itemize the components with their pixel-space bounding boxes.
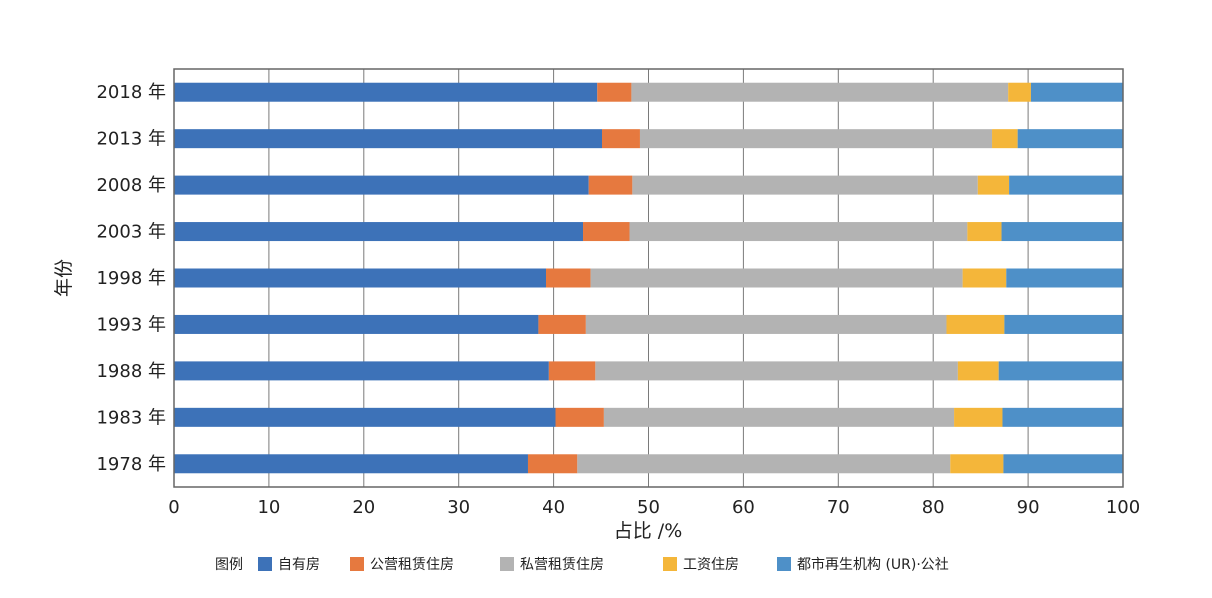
bars [174, 82, 1123, 474]
bar-segment [527, 454, 578, 474]
legend-label: 自有房 [278, 557, 320, 573]
bar-segment [538, 314, 586, 334]
bar-segment [595, 361, 958, 381]
legend-label: 工资住房 [683, 557, 739, 573]
bar-segment [601, 129, 640, 149]
y-tick-label: 2003 年 [96, 222, 166, 243]
y-tick-label: 1993 年 [96, 314, 166, 335]
x-tick-label: 30 [447, 497, 470, 518]
x-tick-label: 90 [1017, 497, 1040, 518]
bar-segment [1009, 175, 1123, 195]
bar-segment [583, 222, 630, 242]
bar-segment [548, 361, 596, 381]
bar-segment [597, 82, 632, 102]
bar-segment [588, 175, 633, 195]
x-axis-title: 占比 /% [614, 520, 683, 542]
legend-swatch [350, 557, 364, 571]
bar-segment [632, 175, 978, 195]
bar-segment [1008, 82, 1031, 102]
bar-segment [590, 268, 963, 288]
bar-segment [174, 454, 528, 474]
x-tick-label: 100 [1106, 497, 1140, 518]
x-tick-label: 60 [732, 497, 755, 518]
y-tick-label: 1988 年 [96, 361, 166, 382]
bar-segment [967, 222, 1002, 242]
bar-segment [1006, 268, 1123, 288]
bar-segment [1002, 407, 1123, 427]
bar-segment [977, 175, 1010, 195]
legend-label: 都市再生机构 (UR)·公社 [797, 556, 949, 573]
y-tick-label: 2018 年 [96, 82, 166, 103]
bar-segment [174, 361, 549, 381]
x-tick-label: 70 [827, 497, 850, 518]
bar-segment [1030, 82, 1123, 102]
bar-segment [954, 407, 1003, 427]
bar-segment [946, 314, 1005, 334]
bar-segment [174, 268, 547, 288]
legend-swatch [258, 557, 272, 571]
x-tick-label: 0 [168, 497, 179, 518]
bar-segment [1001, 222, 1123, 242]
bar-segment [585, 314, 947, 334]
bar-segment [555, 407, 604, 427]
bar-segment [577, 454, 951, 474]
y-tick-label: 2013 年 [96, 129, 166, 150]
legend-label: 私营租赁住房 [520, 557, 604, 573]
bar-segment [174, 222, 584, 242]
bar-segment [1004, 314, 1123, 334]
bar-segment [639, 129, 993, 149]
bar-segment [603, 407, 955, 427]
y-axis-title: 年份 [53, 259, 75, 297]
bar-segment [962, 268, 1007, 288]
bar-segment [1017, 129, 1123, 149]
y-tick-label: 2008 年 [96, 175, 166, 196]
legend: 图例 自有房 公营租赁住房 私营租赁住房 工资住房 都市再生机构 (UR)·公社 [215, 556, 949, 573]
x-tick-label: 80 [922, 497, 945, 518]
bar-segment [992, 129, 1018, 149]
bar-segment [174, 407, 556, 427]
legend-label: 公营租赁住房 [370, 557, 454, 573]
y-tick-label: 1998 年 [96, 268, 166, 289]
bar-segment [1003, 454, 1123, 474]
x-tick-label: 40 [542, 497, 565, 518]
y-tick-label: 1978 年 [96, 454, 166, 475]
y-tick-labels: 2018 年 2013 年 2008 年 2003 年 1998 年 1993 年 1988… [96, 82, 166, 475]
x-tick-label: 20 [352, 497, 375, 518]
bar-segment [950, 454, 1004, 474]
bar-segment [174, 314, 539, 334]
x-tick-label: 50 [637, 497, 660, 518]
bar-segment [631, 82, 1009, 102]
bar-segment [174, 82, 598, 102]
bar-segment [174, 129, 602, 149]
bar-segment [629, 222, 968, 242]
bar-segment [546, 268, 591, 288]
legend-swatch [777, 557, 791, 571]
plot-frame [173, 68, 1124, 488]
bar-segment [957, 361, 999, 381]
legend-swatch [663, 557, 677, 571]
bar-segment [998, 361, 1123, 381]
legend-title: 图例 [215, 557, 243, 573]
bar-segment [174, 175, 589, 195]
x-tick-label: 10 [257, 497, 280, 518]
y-tick-label: 1983 年 [96, 407, 166, 428]
legend-swatch [500, 557, 514, 571]
x-tick-labels: 0 10 20 30 40 50 60 70 80 90 100 [168, 497, 1140, 518]
